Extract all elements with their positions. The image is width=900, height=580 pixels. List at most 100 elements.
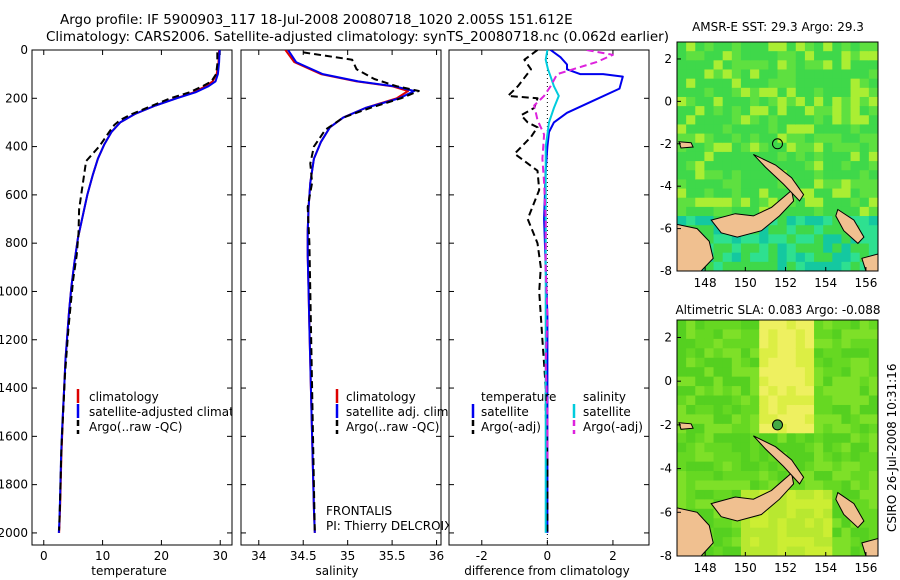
map-cell (841, 60, 852, 71)
map-cell (677, 348, 687, 359)
sla-map-panel: Altimetric SLA: 0.083 Argo: -0.088 148 15… (660, 303, 881, 575)
map-cell (695, 179, 706, 190)
map-cell (759, 197, 769, 208)
map-cell (750, 87, 760, 98)
map-cell (832, 357, 843, 368)
map-cell (832, 161, 843, 171)
map-cell (704, 78, 715, 89)
salinity-ticks: 34 34.5 35 35.5 36 (241, 49, 444, 563)
map-cell (841, 414, 852, 425)
map-cell (868, 188, 878, 199)
map-cell (850, 133, 861, 144)
map-cell (777, 216, 788, 226)
map-cell (786, 348, 797, 359)
map-cell (695, 508, 706, 519)
map-cell (850, 261, 861, 271)
map-cell (731, 386, 742, 397)
map-cell (859, 206, 870, 217)
map-cell (841, 42, 852, 52)
map-cell (704, 142, 715, 153)
map-cell (795, 329, 806, 340)
map-cell (850, 206, 861, 217)
map-cell (759, 508, 769, 519)
map-cell (731, 252, 742, 263)
map-cell (731, 234, 742, 245)
map-cell (750, 188, 760, 199)
map-cell (695, 367, 706, 378)
map-cell (713, 60, 724, 71)
map-y-tick-label: 0 (664, 94, 672, 108)
map-cell (695, 161, 706, 171)
map-cell (804, 69, 815, 80)
map-cell (777, 78, 788, 89)
map-cell (740, 151, 751, 162)
map-cell (814, 115, 824, 126)
map-cell (786, 106, 797, 116)
map-cell (768, 234, 779, 245)
x-tick-label: 10 (95, 549, 110, 563)
map-cell (804, 452, 815, 463)
map-cell (814, 461, 824, 472)
map-cell (740, 414, 751, 425)
map-cell (850, 338, 861, 349)
map-cell (859, 348, 870, 359)
map-cell (704, 508, 715, 519)
map-cell (814, 508, 824, 519)
map-cell (713, 106, 724, 116)
map-cell (868, 348, 878, 359)
map-cell (750, 234, 760, 245)
map-cell (841, 188, 852, 199)
map-cell (832, 442, 843, 453)
map-cell (731, 329, 742, 340)
map-cell (713, 489, 724, 500)
map-cell (740, 252, 751, 263)
map-cell (868, 96, 878, 107)
map-cell (750, 261, 760, 271)
map-cell (722, 188, 733, 199)
map-cell (704, 115, 715, 126)
map-cell (704, 546, 715, 556)
map-cell (750, 395, 760, 406)
map-cell (713, 480, 724, 491)
map-cell (841, 367, 852, 378)
map-cell (768, 96, 779, 107)
land-polygon (710, 189, 795, 238)
map-cell (868, 518, 878, 529)
map-cell (823, 414, 833, 425)
map-cell (722, 338, 733, 349)
map-cell (823, 527, 833, 538)
map-cell (859, 197, 870, 208)
map-cell (713, 320, 724, 331)
map-cell (750, 452, 760, 463)
legend-label-sal-argo: Argo(-adj) (583, 420, 643, 434)
map-cell (841, 442, 852, 453)
map-cell (786, 69, 797, 80)
map-y-tick-label: -8 (660, 264, 672, 278)
map-cell (859, 367, 870, 378)
map-y-tick-label: -8 (660, 549, 672, 563)
map-cell (859, 170, 870, 180)
map-cell (786, 329, 797, 340)
map-cell (795, 234, 806, 245)
map-cell (786, 404, 797, 415)
land-polygon (678, 141, 694, 149)
map-cell (713, 338, 724, 349)
temperature-axes-box (31, 49, 233, 546)
map-cell (786, 243, 797, 254)
figure-title-line2: Climatology: CARS2006. Satellite-adjuste… (46, 29, 669, 45)
map-cell (740, 395, 751, 406)
map-cell (722, 329, 733, 340)
map-cell (713, 151, 724, 162)
map-cell (759, 243, 769, 254)
map-cell (868, 78, 878, 89)
map-cell (777, 179, 788, 190)
map-cell (704, 404, 715, 415)
map-cell (868, 367, 878, 378)
map-cell (841, 537, 852, 548)
map-cell (795, 423, 806, 434)
map-cell (859, 124, 870, 135)
map-cell (786, 234, 797, 245)
map-cell (759, 51, 769, 61)
map-cell (850, 51, 861, 61)
map-cell (859, 480, 870, 491)
